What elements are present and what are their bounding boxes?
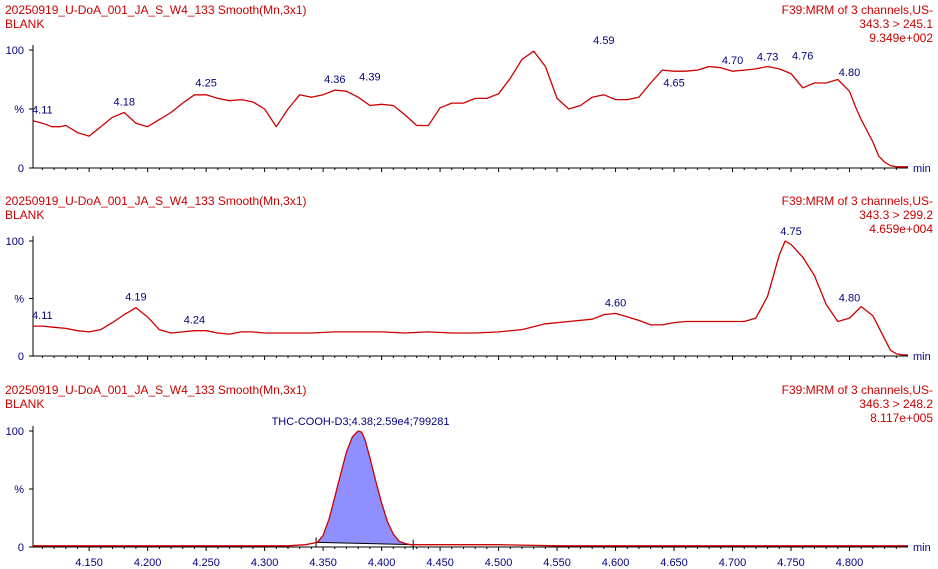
peak-label: 4.11 xyxy=(32,105,53,117)
x-axis-unit: min xyxy=(913,542,931,554)
panel2-sample-title: 20250919_U-DoA_001_JA_S_W4_133 Smooth(Mn… xyxy=(5,194,307,222)
panel1-transition: 343.3 > 245.1 xyxy=(859,17,933,31)
peak-baseline xyxy=(316,541,414,546)
y-tick-label: 100 xyxy=(6,426,24,438)
peak-label: 4.73 xyxy=(757,52,778,64)
panel-2: 100% 0 4.11 4.19 4.24 4.60 4.75 4.80 min xyxy=(6,226,931,363)
peak-annotation: THC-COOH-D3;4.38;2.59e4;799281 xyxy=(272,416,450,428)
y-tick-label: % xyxy=(14,294,24,306)
x-tick-label: 4.300 xyxy=(251,557,279,569)
x-tick-label: 4.550 xyxy=(543,557,571,569)
x-tick-label: 4.800 xyxy=(836,557,864,569)
peak-label: 4.70 xyxy=(722,55,743,67)
peak-area xyxy=(316,431,414,545)
peak-label: 4.80 xyxy=(839,67,860,79)
panel2-intensity: 4.659e+004 xyxy=(869,222,933,236)
panel1-sample-title: 20250919_U-DoA_001_JA_S_W4_133 Smooth(Mn… xyxy=(5,3,307,31)
panel1-sample-name: 20250919_U-DoA_001_JA_S_W4_133 Smooth(Mn… xyxy=(5,3,307,17)
peak-label: 4.18 xyxy=(114,96,135,108)
panel2-blank-label: BLANK xyxy=(5,208,45,222)
trace-line xyxy=(33,240,908,356)
y-tick-label: % xyxy=(14,484,24,496)
x-tick-label: 4.250 xyxy=(192,557,220,569)
panel1-function-info: F39:MRM of 3 channels,US- 343.3 > 245.1 … xyxy=(782,3,933,45)
panel3-function: F39:MRM of 3 channels,US- xyxy=(781,383,933,397)
peak-label: 4.59 xyxy=(593,35,614,47)
peak-label: 4.39 xyxy=(359,72,380,84)
panel-1: 100% 0 4.11 4.18 4.25 4.36 4.39 4.59 4.65 4.70 4.7… xyxy=(6,35,931,175)
x-axis-unit: min xyxy=(913,163,931,175)
x-tick-label: 4.150 xyxy=(75,557,103,569)
panel2-transition: 343.3 > 299.2 xyxy=(859,208,933,222)
x-tick-label: 4.750 xyxy=(777,557,805,569)
x-tick-label: 4.600 xyxy=(602,557,630,569)
trace-line xyxy=(33,430,908,547)
x-axis-unit: min xyxy=(913,351,931,363)
y-tick-label: 0 xyxy=(18,542,24,554)
y-tick-label: % xyxy=(14,104,24,116)
panel3-sample-title: 20250919_U-DoA_001_JA_S_W4_133 Smooth(Mn… xyxy=(5,383,307,411)
x-tick-label: 4.450 xyxy=(426,557,454,569)
peak-label: 4.19 xyxy=(125,292,146,304)
x-tick-label: 4.700 xyxy=(719,557,747,569)
panel2-function-info: F39:MRM of 3 channels,US- 343.3 > 299.2 … xyxy=(782,194,933,236)
x-tick-label: 4.200 xyxy=(134,557,162,569)
panel-3: 100% 0 THC-COOH-D3;4.38;2.59e4;799281 min 4.… xyxy=(6,416,931,569)
y-tick-label: 100 xyxy=(6,45,24,57)
peak-label: 4.80 xyxy=(839,293,860,305)
panel1-function: F39:MRM of 3 channels,US- xyxy=(781,3,933,17)
y-tick-label: 0 xyxy=(18,163,24,175)
panel3-function-info: F39:MRM of 3 channels,US- 346.3 > 248.2 … xyxy=(782,383,933,425)
panel2-function: F39:MRM of 3 channels,US- xyxy=(781,194,933,208)
peak-label: 4.60 xyxy=(605,297,626,309)
panel3-transition: 346.3 > 248.2 xyxy=(859,397,933,411)
peak-label: 4.76 xyxy=(792,50,813,62)
peak-label: 4.65 xyxy=(663,77,684,89)
trace-line xyxy=(32,50,908,168)
panel3-sample-name: 20250919_U-DoA_001_JA_S_W4_133 Smooth(Mn… xyxy=(5,383,307,397)
panel1-blank-label: BLANK xyxy=(5,17,45,31)
x-tick-label: 4.350 xyxy=(309,557,337,569)
peak-label: 4.75 xyxy=(780,226,801,238)
panel1-intensity: 9.349e+002 xyxy=(869,31,933,45)
peak-label: 4.24 xyxy=(184,315,205,327)
x-tick-label: 4.500 xyxy=(485,557,513,569)
y-tick-label: 0 xyxy=(18,351,24,363)
panel3-intensity: 8.117e+005 xyxy=(870,411,933,425)
x-tick-label: 4.650 xyxy=(660,557,688,569)
panel2-sample-name: 20250919_U-DoA_001_JA_S_W4_133 Smooth(Mn… xyxy=(5,194,307,208)
peak-label: 4.36 xyxy=(324,74,345,86)
peak-label: 4.25 xyxy=(195,77,216,89)
panel3-blank-label: BLANK xyxy=(5,397,45,411)
y-tick-label: 100 xyxy=(6,236,24,248)
peak-label: 4.11 xyxy=(32,310,53,322)
x-tick-label: 4.400 xyxy=(368,557,396,569)
